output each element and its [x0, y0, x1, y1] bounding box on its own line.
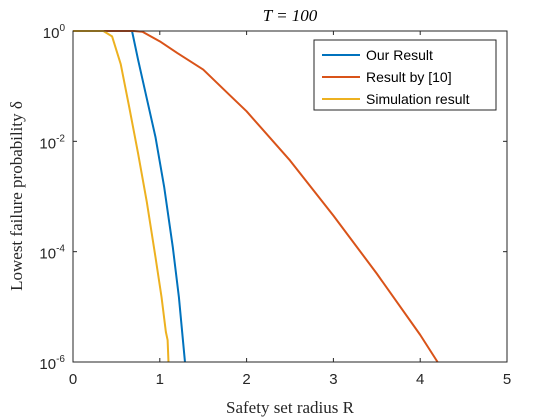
x-tick-label: 4 — [416, 371, 424, 388]
x-tick-label: 1 — [156, 371, 164, 388]
series-line — [73, 30, 439, 363]
y-tick-label-exponent: -2 — [56, 133, 65, 144]
y-tick-label-exponent: -6 — [56, 354, 65, 365]
y-tick-label: 10-4 — [39, 244, 65, 263]
series-layer — [73, 30, 439, 363]
y-tick-label-exponent: 0 — [59, 23, 65, 34]
legend: Our Result Result by [10] Simulation resul… — [313, 39, 497, 111]
x-tick-label: 2 — [242, 371, 250, 388]
legend-entry-label: Our Result — [366, 47, 433, 63]
x-tick-label: 3 — [329, 371, 337, 388]
chart-title: T = 100 — [263, 6, 318, 25]
y-tick-label: 100 — [43, 23, 66, 42]
y-tick-label-exponent: -4 — [56, 244, 65, 255]
y-tick-label-base: 10 — [39, 135, 56, 152]
series-line — [73, 30, 186, 363]
plot-frame — [72, 30, 508, 363]
series-line — [73, 30, 170, 363]
y-tick-label-base: 10 — [39, 356, 56, 373]
y-tick-label: 10-6 — [39, 354, 65, 373]
y-tick-label: 10-2 — [39, 133, 65, 152]
y-axis-title: Lowest failure probability δ — [7, 101, 26, 291]
y-tick-label-base: 10 — [43, 25, 60, 42]
legend-entry-label: Result by [10] — [366, 69, 452, 85]
x-tick-label: 0 — [69, 371, 77, 388]
y-tick-label-base: 10 — [39, 246, 56, 263]
x-tick-label: 5 — [503, 371, 511, 388]
legend-entry-label: Simulation result — [366, 91, 470, 107]
x-axis-title: Safety set radius R — [226, 398, 355, 417]
